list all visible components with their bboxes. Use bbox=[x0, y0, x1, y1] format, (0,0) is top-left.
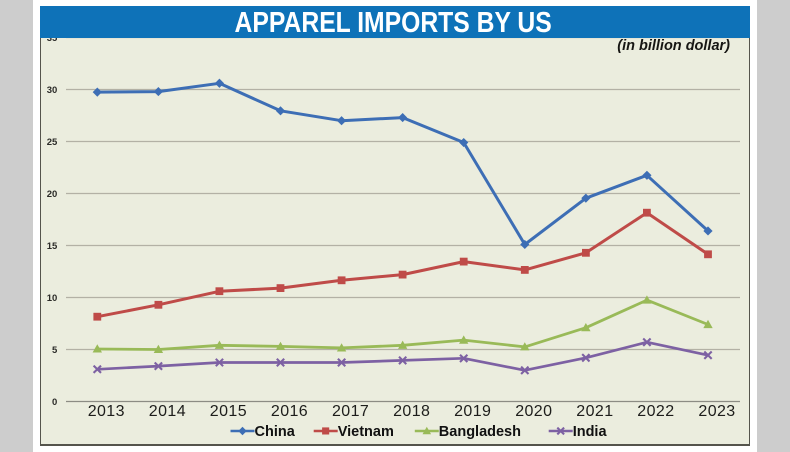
svg-text:2015: 2015 bbox=[209, 403, 246, 420]
svg-text:India: India bbox=[572, 424, 607, 440]
svg-text:35: 35 bbox=[46, 36, 57, 44]
svg-text:2019: 2019 bbox=[454, 403, 491, 420]
svg-text:2023: 2023 bbox=[698, 403, 735, 420]
svg-text:15: 15 bbox=[46, 241, 57, 252]
svg-text:2013: 2013 bbox=[87, 403, 124, 420]
svg-text:2022: 2022 bbox=[637, 403, 674, 420]
svg-text:China: China bbox=[254, 424, 295, 440]
svg-text:5: 5 bbox=[52, 345, 58, 356]
svg-text:2014: 2014 bbox=[148, 403, 185, 420]
svg-text:2018: 2018 bbox=[393, 403, 430, 420]
svg-text:20: 20 bbox=[46, 189, 57, 200]
svg-text:2020: 2020 bbox=[515, 403, 552, 420]
svg-text:2017: 2017 bbox=[331, 403, 368, 420]
svg-text:2021: 2021 bbox=[576, 403, 613, 420]
svg-text:0: 0 bbox=[52, 397, 57, 408]
svg-text:Bangladesh: Bangladesh bbox=[438, 424, 520, 440]
svg-text:30: 30 bbox=[46, 85, 57, 96]
svg-text:10: 10 bbox=[46, 293, 57, 304]
svg-text:2016: 2016 bbox=[270, 403, 307, 420]
svg-text:Vietnam: Vietnam bbox=[337, 424, 393, 440]
svg-text:25: 25 bbox=[46, 137, 57, 148]
